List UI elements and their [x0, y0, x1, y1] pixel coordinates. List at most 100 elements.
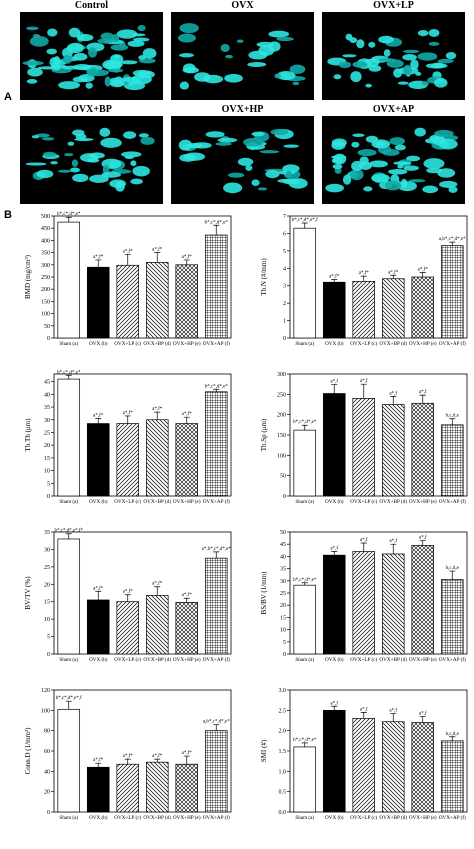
error-bar: [301, 582, 308, 586]
image-label: OVX+BP: [71, 104, 112, 115]
bar: [204, 391, 228, 497]
significance-label: a*,f: [360, 379, 368, 384]
significance-label: a,b*,c*,d*,e*: [203, 720, 230, 725]
bone-strut: [31, 135, 40, 139]
bone-strut: [184, 152, 205, 161]
y-tick-label: 15: [44, 600, 50, 606]
y-tick-label: 45: [280, 542, 286, 548]
error-bar: [95, 590, 102, 600]
bar: [116, 423, 140, 497]
y-tick-label: 35: [44, 405, 50, 411]
bar: [86, 599, 110, 655]
y-tick-label: 250: [41, 275, 50, 281]
y-tick-label: 7: [283, 214, 286, 220]
significance-label: a*,f: [419, 536, 427, 541]
y-axis-label: BMD (mg/cm³): [24, 254, 32, 299]
significance-label: a*,f*: [329, 275, 340, 280]
y-tick-label: 35: [44, 530, 50, 536]
bone-strut: [332, 164, 343, 170]
error-bar: [213, 551, 220, 559]
bone-strut: [121, 151, 142, 158]
bone-strut: [437, 58, 454, 64]
bone-strut: [331, 140, 346, 150]
y-tick-label: 450: [41, 226, 50, 232]
error-bar: [95, 762, 102, 768]
bone-strut: [403, 64, 412, 75]
y-tick-label: 5: [283, 249, 286, 255]
y-tick-label: 150: [277, 433, 286, 439]
significance-label: a*,f*: [123, 754, 134, 759]
significance-label: a*,f: [330, 547, 338, 552]
significance-label: a*,f*: [182, 412, 193, 417]
x-tick-label: OVX (b): [89, 656, 108, 663]
bone-strut: [414, 127, 426, 137]
x-tick-label: OVX+LP (c): [350, 814, 377, 821]
bone-strut: [369, 160, 388, 168]
x-tick-label: OVX+AP (f): [439, 814, 466, 821]
bone-strut: [225, 54, 234, 59]
bone-strut: [50, 161, 58, 165]
error-bar: [213, 724, 220, 731]
x-tick-label: OVX+AP (f): [203, 656, 230, 663]
error-bar: [154, 411, 161, 420]
bone-strut: [123, 131, 137, 139]
x-tick-label: OVX+BP (d): [143, 814, 171, 821]
bone-strut: [217, 137, 238, 143]
bone-strut: [438, 138, 458, 150]
bone-strut: [179, 53, 195, 58]
y-tick-label: 40: [280, 554, 286, 560]
bone-strut: [142, 48, 157, 59]
bone-strut: [115, 180, 125, 192]
bone-strut: [46, 48, 57, 55]
error-bar: [183, 416, 190, 424]
bar: [145, 761, 169, 813]
x-tick-label: OVX+HP (e): [409, 498, 437, 505]
y-tick-label: 500: [41, 214, 50, 220]
bone-strut: [282, 164, 300, 173]
bone-strut: [130, 178, 143, 185]
error-bar: [65, 374, 72, 380]
significance-label: b*,c*,d*,e*: [293, 420, 317, 425]
bone-strut: [439, 180, 458, 188]
bone-strut: [389, 137, 405, 146]
significance-label: a*,f: [360, 538, 368, 543]
bone-strut: [97, 38, 113, 44]
significance-label: b*,c*,d*,e*,f*: [54, 529, 83, 534]
error-bar: [390, 396, 397, 405]
bar: [352, 281, 376, 339]
bone-strut: [73, 53, 88, 61]
y-tick-label: 45: [44, 380, 50, 386]
bar: [145, 262, 169, 339]
significance-label: b*,c*,d*,e*: [57, 370, 81, 375]
bone-strut: [72, 173, 89, 183]
bone-strut: [410, 59, 419, 70]
bone-strut: [67, 141, 75, 146]
significance-label: b*,c*,d*,e*,f: [56, 696, 82, 701]
bone-strut: [104, 76, 111, 87]
bone-strut: [132, 165, 150, 177]
bone-strut: [434, 129, 454, 137]
error-bar: [183, 597, 190, 603]
significance-label: a*,f*: [123, 249, 134, 254]
bar: [293, 584, 317, 655]
significance-label: a*,f*: [123, 590, 134, 595]
x-tick-label: OVX (b): [325, 656, 344, 663]
error-bar: [154, 252, 161, 263]
bone-strut: [428, 41, 440, 46]
x-tick-label: OVX+BP (d): [143, 340, 171, 347]
y-axis-label: Tb.N (#/mm): [260, 258, 268, 296]
y-tick-label: 20: [44, 582, 50, 588]
bone-strut: [110, 54, 124, 65]
significance-label: a*,b*,c*,d*,e*: [202, 547, 232, 552]
y-tick-label: 80: [44, 729, 50, 735]
error-bar: [360, 275, 367, 282]
x-tick-label: OVX+AP (f): [439, 340, 466, 347]
bone-strut: [237, 157, 254, 166]
bone-strut: [194, 72, 211, 82]
y-tick-label: 40: [44, 392, 50, 398]
bone-strut: [192, 142, 212, 149]
bar: [322, 554, 346, 655]
bone-strut: [72, 129, 85, 136]
image-label: Control: [75, 0, 108, 11]
x-tick-label: OVX+LP (c): [350, 656, 377, 663]
